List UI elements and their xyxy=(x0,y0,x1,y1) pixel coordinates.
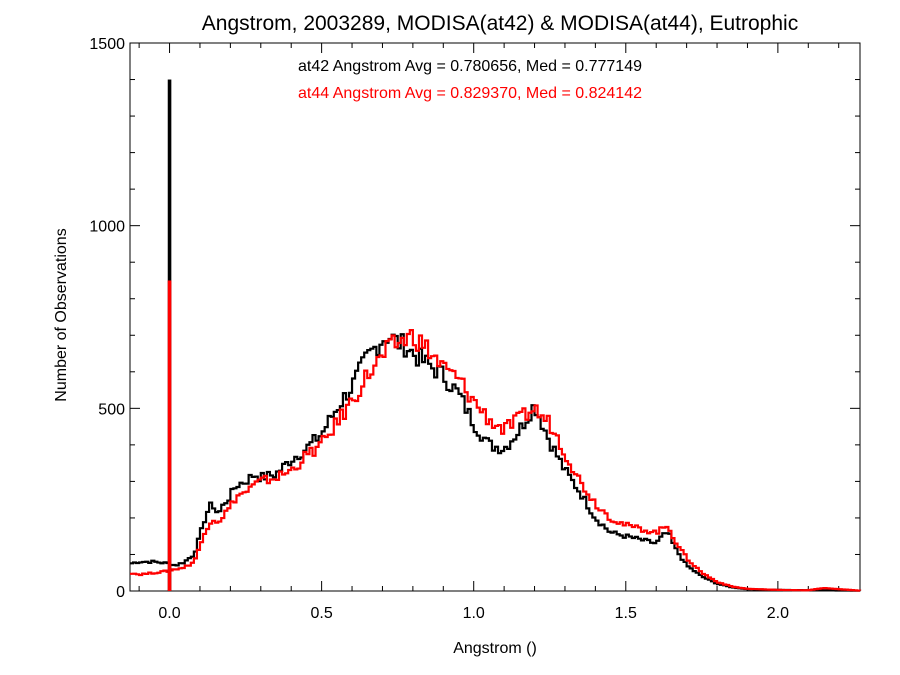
x-tick-label: 0.0 xyxy=(158,605,180,622)
series-line-0 xyxy=(130,333,862,592)
plot-border xyxy=(129,42,861,592)
y-tick-label: 500 xyxy=(98,401,125,418)
annotation-at42-stats: at42 Angstrom Avg = 0.780656, Med = 0.77… xyxy=(298,58,642,75)
x-axis-label: Angstrom () xyxy=(453,640,537,657)
series-line-1 xyxy=(130,328,862,592)
y-tick-label: 1000 xyxy=(89,219,125,236)
series-layer xyxy=(130,79,862,592)
chart-title: Angstrom, 2003289, MODISA(at42) & MODISA… xyxy=(202,12,798,35)
x-tick-label: 1.0 xyxy=(463,605,485,622)
y-tick-label: 0 xyxy=(116,584,125,601)
x-tick-label: 0.5 xyxy=(311,605,333,622)
x-tick-label: 2.0 xyxy=(767,605,789,622)
y-axis: 0 500 1000 1500 xyxy=(89,36,860,601)
spike-bar-1 xyxy=(167,280,172,591)
y-tick-label: 1500 xyxy=(89,36,125,53)
x-tick-label: 1.5 xyxy=(615,605,637,622)
y-axis-label: Number of Observations xyxy=(53,228,70,401)
x-axis: 0.0 0.5 1.0 1.5 2.0 xyxy=(138,43,840,622)
annotation-at44-stats: at44 Angstrom Avg = 0.829370, Med = 0.82… xyxy=(298,85,642,102)
plot-frame xyxy=(129,42,861,592)
